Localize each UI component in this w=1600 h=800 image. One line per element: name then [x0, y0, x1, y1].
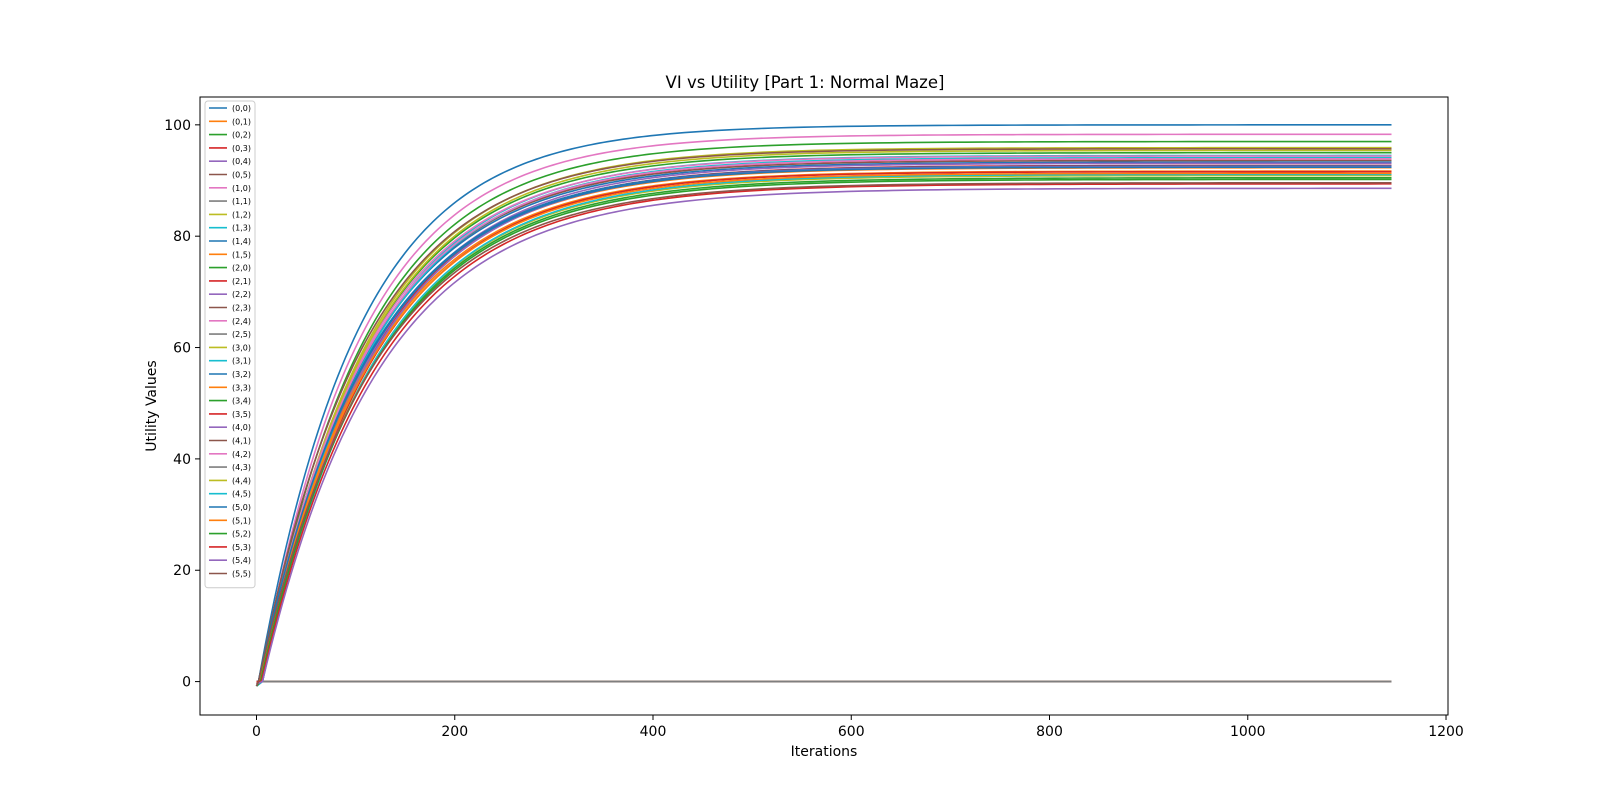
legend-label: (1,3)	[232, 224, 251, 233]
x-tick-label: 1200	[1428, 724, 1464, 740]
legend: (0,0) (0,1) (0,2) (0,3) (0,4) (0,5) (1,0) (1,1)…	[204, 100, 256, 589]
legend-label: (5,5)	[232, 570, 251, 579]
legend-label: (5,4)	[232, 556, 251, 565]
legend-label: (1,1)	[232, 197, 251, 206]
chart-title: VI vs Utility [Part 1: Normal Maze]	[666, 73, 945, 92]
legend-label: (3,4)	[232, 397, 251, 406]
legend-label: (5,0)	[232, 503, 251, 512]
legend-label: (1,4)	[232, 237, 251, 246]
x-axis-title: Iterations	[791, 744, 858, 760]
legend-label: (2,2)	[232, 290, 251, 299]
legend-label: (0,4)	[232, 157, 251, 166]
legend-label: (4,0)	[232, 423, 251, 432]
legend-label: (4,4)	[232, 476, 251, 485]
series-line-3-5	[255, 170, 1392, 687]
series-line-2-0	[256, 140, 1392, 683]
series-line-2-3	[256, 147, 1392, 683]
y-tick-label: 60	[173, 341, 191, 357]
legend-label: (0,3)	[232, 144, 251, 153]
y-tick-label: 20	[173, 563, 191, 579]
x-tick-label: 600	[838, 724, 865, 740]
legend-label: (1,2)	[232, 210, 251, 219]
series-line-5-5	[255, 181, 1392, 687]
legend-label: (2,3)	[232, 304, 251, 313]
legend-label: (0,0)	[232, 104, 251, 113]
y-axis-ticks: 0 20 40 60 80 100	[164, 118, 200, 691]
legend-label: (4,5)	[232, 490, 251, 499]
legend-label: (1,0)	[232, 184, 251, 193]
x-tick-label: 800	[1036, 724, 1063, 740]
legend-label: (5,1)	[232, 516, 251, 525]
legend-label: (1,5)	[232, 250, 251, 259]
legend-label: (4,2)	[232, 450, 251, 459]
series-line-0-0	[256, 124, 1392, 683]
series-line-3-0	[256, 149, 1392, 683]
legend-label: (0,1)	[232, 117, 251, 126]
series-line-5-1	[256, 172, 1392, 685]
legend-label: (2,4)	[232, 317, 251, 326]
legend-label: (3,3)	[232, 383, 251, 392]
y-tick-label: 100	[164, 118, 191, 134]
series-line-5-3	[256, 183, 1392, 683]
legend-label: (3,1)	[232, 357, 251, 366]
legend-label: (2,1)	[232, 277, 251, 286]
legend-label: (2,5)	[232, 330, 251, 339]
x-tick-label: 200	[441, 724, 468, 740]
series-line-4-2	[255, 158, 1392, 687]
legend-label: (3,0)	[232, 343, 251, 352]
legend-label: (4,3)	[232, 463, 251, 472]
y-axis-title: Utility Values	[144, 360, 160, 451]
x-tick-label: 0	[252, 724, 261, 740]
y-tick-label: 80	[173, 229, 191, 245]
series-line-5-0	[256, 166, 1392, 683]
legend-label: (2,0)	[232, 264, 251, 273]
legend-box	[204, 100, 256, 589]
x-tick-label: 1000	[1230, 724, 1266, 740]
plot-area	[200, 97, 1448, 715]
legend-label: (4,1)	[232, 437, 251, 446]
series-lines	[255, 124, 1392, 687]
series-line-5-4	[256, 187, 1392, 685]
x-axis-ticks: 0 200 400 600 800 1000 1200	[252, 715, 1464, 740]
y-tick-label: 0	[182, 675, 191, 691]
plot-frame	[199, 96, 1449, 716]
legend-label: (5,2)	[232, 530, 251, 539]
legend-label: (0,5)	[232, 171, 251, 180]
series-line-1-0	[256, 133, 1392, 683]
y-tick-label: 40	[173, 452, 191, 468]
legend-label: (3,5)	[232, 410, 251, 419]
legend-label: (0,2)	[232, 131, 251, 140]
x-tick-label: 400	[640, 724, 667, 740]
legend-label: (3,2)	[232, 370, 251, 379]
series-line-2-2	[256, 162, 1392, 687]
legend-label: (5,3)	[232, 543, 251, 552]
